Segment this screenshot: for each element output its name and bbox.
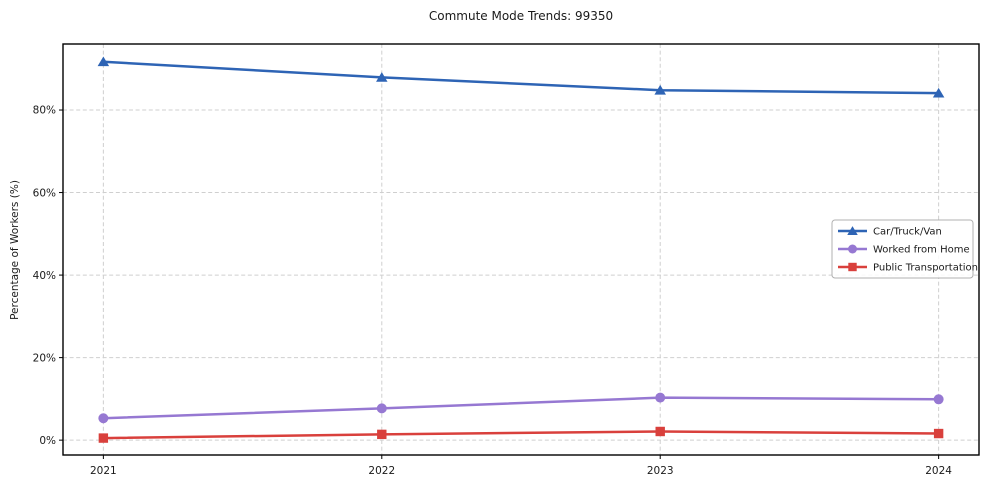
- legend-label-worked-from-home: Worked from Home: [873, 245, 970, 256]
- legend-marker-public-transportation: [848, 262, 857, 272]
- data-point-public-transportation: [98, 433, 109, 443]
- series-line-worked-from-home: [102, 396, 940, 420]
- data-point-public-transportation: [377, 429, 387, 440]
- y-tick-label: 40%: [33, 270, 56, 282]
- legend-label-public-transportation: Public Transportation: [873, 263, 978, 274]
- y-tick-label: 20%: [33, 352, 56, 364]
- plot-border: [62, 43, 980, 456]
- y-tick-label: 60%: [33, 187, 56, 199]
- legend-label-car-truck-van: Car/Truck/Van: [873, 227, 942, 238]
- data-point-worked-from-home: [376, 403, 387, 414]
- data-point-car-truck-van: [97, 56, 110, 67]
- data-point-worked-from-home: [655, 392, 666, 403]
- legend-box: [831, 219, 974, 279]
- data-point-public-transportation: [933, 428, 944, 439]
- series-line-public-transportation: [102, 430, 940, 440]
- legend-marker-worked-from-home: [848, 244, 857, 254]
- y-tick-label: 0%: [39, 435, 56, 447]
- data-point-car-truck-van: [376, 72, 388, 82]
- legend-marker-car-truck-van: [847, 226, 858, 235]
- series-line-car-truck-van: [102, 60, 940, 95]
- x-tick-label: 2021: [90, 465, 117, 477]
- y-tick-label: 80%: [33, 105, 56, 117]
- chart-title: Commute Mode Trends: 99350: [428, 9, 614, 23]
- x-tick-label: 2024: [925, 465, 952, 477]
- data-point-worked-from-home: [98, 413, 109, 424]
- legend: Car/Truck/Van Worked from Home Public Tran…: [831, 219, 978, 279]
- data-point-worked-from-home: [933, 394, 944, 405]
- x-tick-label: 2023: [647, 465, 674, 477]
- data-point-public-transportation: [655, 426, 665, 437]
- data-point-car-truck-van: [654, 84, 666, 95]
- x-tick-label: 2022: [368, 465, 395, 477]
- data-point-car-truck-van: [932, 87, 945, 98]
